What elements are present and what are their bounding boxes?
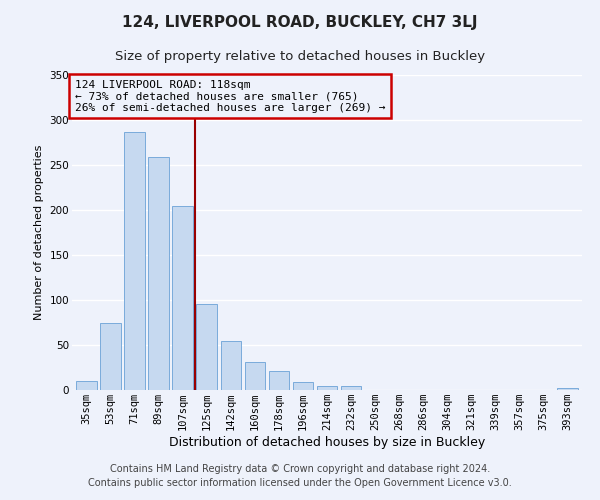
Bar [148,157,169,390]
Bar [557,388,578,390]
Text: Contains HM Land Registry data © Crown copyright and database right 2024.
Contai: Contains HM Land Registry data © Crown c… [88,464,512,487]
Text: 124, LIVERPOOL ROAD, BUCKLEY, CH7 3LJ: 124, LIVERPOOL ROAD, BUCKLEY, CH7 3LJ [122,15,478,30]
Bar [196,304,217,390]
Bar [317,386,337,390]
Bar [76,381,97,390]
Bar [172,206,193,390]
Bar [341,386,361,390]
Y-axis label: Number of detached properties: Number of detached properties [34,145,44,320]
Text: 124 LIVERPOOL ROAD: 118sqm
← 73% of detached houses are smaller (765)
26% of sem: 124 LIVERPOOL ROAD: 118sqm ← 73% of deta… [74,80,385,113]
Bar [100,324,121,390]
Bar [269,371,289,390]
Bar [221,342,241,390]
Text: Size of property relative to detached houses in Buckley: Size of property relative to detached ho… [115,50,485,63]
Bar [293,382,313,390]
X-axis label: Distribution of detached houses by size in Buckley: Distribution of detached houses by size … [169,436,485,449]
Bar [124,132,145,390]
Bar [245,362,265,390]
